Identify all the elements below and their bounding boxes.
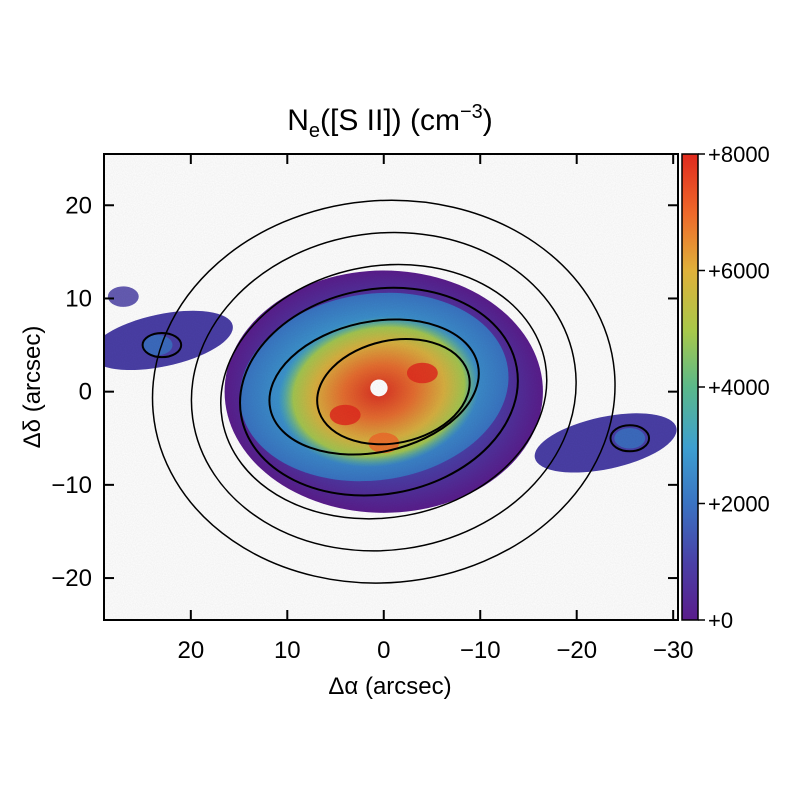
- contour-outer-2: [190, 231, 577, 552]
- colorbar-tick-label: +6000: [708, 259, 770, 284]
- contour-jet-west: [609, 424, 651, 453]
- plot-frame: [103, 153, 679, 621]
- contour-outer-3: [220, 263, 548, 520]
- title-middle: ([S II]) (cm: [320, 104, 460, 137]
- y-tick-label: 20: [65, 192, 92, 219]
- colorbar-tick-label: +2000: [708, 492, 770, 517]
- colorbar-tick-label: +0: [708, 608, 733, 633]
- title-base: N: [287, 104, 309, 137]
- y-tick-label: −20: [51, 565, 92, 592]
- contour-lines: [141, 199, 651, 584]
- y-axis-label: Δδ (arcsec): [19, 326, 46, 449]
- density-map: [104, 154, 678, 620]
- x-axis-ticks: 20 10 0 −10 −20 −30: [177, 154, 694, 664]
- colorbar-tick-label: +8000: [708, 142, 770, 167]
- x-tick-label: 0: [377, 637, 390, 664]
- x-tick-label: 10: [274, 637, 301, 664]
- colorbar-tick-label: +4000: [708, 375, 770, 400]
- svg-text:Ne([S II]) (cm−3): Ne([S II]) (cm−3): [287, 101, 493, 142]
- contour-jet-east: [141, 331, 183, 359]
- chart-title: Ne([S II]) (cm−3): [287, 101, 493, 142]
- contour-core: [316, 338, 471, 446]
- x-tick-label: −10: [460, 637, 501, 664]
- contour-mid: [239, 286, 519, 497]
- contour-outer-1: [151, 199, 616, 584]
- y-tick-label: 10: [65, 285, 92, 312]
- x-tick-label: −30: [653, 637, 694, 664]
- colorbar: [681, 153, 699, 621]
- x-tick-label: 20: [177, 637, 204, 664]
- title-superscript: −3: [460, 101, 483, 123]
- title-end: ): [483, 104, 493, 137]
- contour-inner: [268, 318, 480, 456]
- y-tick-label: 0: [79, 379, 92, 406]
- title-subscript: e: [309, 120, 320, 142]
- x-tick-label: −20: [556, 637, 597, 664]
- colorbar-ticks: +8000 +6000 +4000 +2000 +0: [698, 142, 770, 633]
- x-axis-label: Δα (arcsec): [328, 673, 451, 700]
- pixel-noise: [104, 154, 678, 620]
- y-tick-label: −10: [51, 472, 92, 499]
- y-axis-ticks: 20 10 0 −10 −20: [51, 192, 678, 592]
